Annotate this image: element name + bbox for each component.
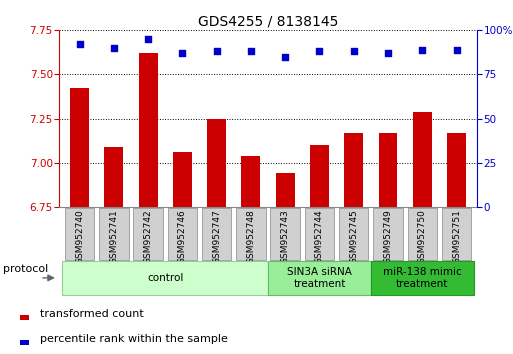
FancyBboxPatch shape	[202, 207, 231, 260]
Bar	[276, 173, 294, 207]
Point	[350, 48, 358, 54]
Bar	[20, 340, 29, 345]
Text: GSM952746: GSM952746	[178, 209, 187, 264]
Text: GSM952742: GSM952742	[144, 209, 152, 264]
FancyBboxPatch shape	[99, 207, 129, 260]
Text: GSM952741: GSM952741	[109, 209, 119, 264]
Point	[315, 48, 324, 54]
Point	[212, 48, 221, 54]
Text: GSM952750: GSM952750	[418, 209, 427, 264]
FancyBboxPatch shape	[371, 261, 473, 295]
Text: GSM952748: GSM952748	[246, 209, 255, 264]
FancyBboxPatch shape	[373, 207, 403, 260]
FancyBboxPatch shape	[168, 207, 197, 260]
Bar	[207, 119, 226, 207]
Text: GSM952751: GSM952751	[452, 209, 461, 264]
FancyBboxPatch shape	[236, 207, 266, 260]
Point	[384, 50, 392, 56]
Point	[144, 36, 152, 42]
FancyBboxPatch shape	[63, 261, 268, 295]
Title: GDS4255 / 8138145: GDS4255 / 8138145	[198, 15, 338, 29]
FancyBboxPatch shape	[133, 207, 163, 260]
Bar	[70, 88, 89, 207]
Bar	[447, 133, 466, 207]
FancyBboxPatch shape	[442, 207, 471, 260]
Text: percentile rank within the sample: percentile rank within the sample	[41, 335, 228, 344]
Bar	[139, 53, 157, 207]
Text: GSM952747: GSM952747	[212, 209, 221, 264]
Text: GSM952743: GSM952743	[281, 209, 290, 264]
Bar	[344, 133, 363, 207]
Text: GSM952744: GSM952744	[315, 209, 324, 264]
Text: miR-138 mimic
treatment: miR-138 mimic treatment	[383, 267, 462, 289]
Text: protocol: protocol	[3, 264, 48, 274]
FancyBboxPatch shape	[65, 207, 94, 260]
Bar	[310, 145, 329, 207]
Bar	[242, 156, 260, 207]
Bar	[20, 315, 29, 320]
Text: control: control	[147, 273, 184, 283]
Text: transformed count: transformed count	[41, 309, 144, 319]
Bar	[173, 152, 192, 207]
FancyBboxPatch shape	[339, 207, 368, 260]
Text: GSM952745: GSM952745	[349, 209, 358, 264]
FancyBboxPatch shape	[305, 207, 334, 260]
FancyBboxPatch shape	[270, 207, 300, 260]
Text: SIN3A siRNA
treatment: SIN3A siRNA treatment	[287, 267, 352, 289]
Text: GSM952740: GSM952740	[75, 209, 84, 264]
FancyBboxPatch shape	[407, 207, 437, 260]
Text: GSM952749: GSM952749	[384, 209, 392, 264]
Point	[281, 54, 289, 59]
Point	[418, 47, 426, 52]
Point	[178, 50, 186, 56]
FancyBboxPatch shape	[268, 261, 371, 295]
Bar	[413, 112, 431, 207]
Point	[75, 41, 84, 47]
Bar	[105, 147, 123, 207]
Point	[452, 47, 461, 52]
Point	[110, 45, 118, 51]
Bar	[379, 133, 398, 207]
Point	[247, 48, 255, 54]
